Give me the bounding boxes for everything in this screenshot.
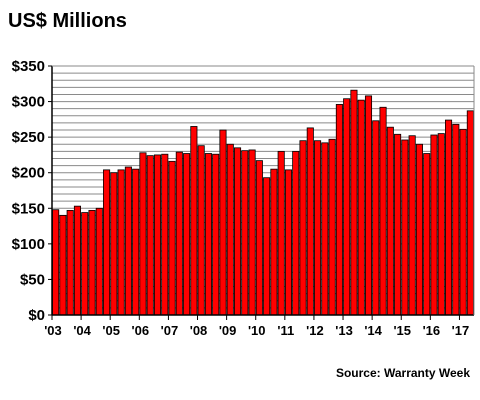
y-tick-label: $50 <box>20 271 45 288</box>
x-tick-label: '08 <box>190 323 208 338</box>
x-tick-label: '14 <box>364 323 382 338</box>
bar <box>357 99 365 316</box>
bar <box>423 153 431 316</box>
bar <box>212 153 220 316</box>
bar <box>248 149 256 316</box>
bar <box>386 126 394 316</box>
bar <box>153 154 162 316</box>
bar <box>430 134 438 316</box>
bar <box>103 169 111 316</box>
bar <box>335 104 343 316</box>
bar <box>124 166 132 316</box>
x-tick-label: '16 <box>423 323 441 338</box>
x-tick-label: '09 <box>219 323 237 338</box>
y-tick-labels: $0 $50 $100 $150 $200 $250 $300 $350 <box>12 58 45 324</box>
bar <box>66 210 74 316</box>
bar <box>270 168 278 316</box>
bar <box>117 169 125 316</box>
bar <box>379 106 387 316</box>
bar <box>394 133 402 316</box>
source-note: Source: Warranty Week <box>335 366 470 380</box>
bar <box>233 147 242 316</box>
x-tick-label: '10 <box>248 323 266 338</box>
bar <box>183 153 191 316</box>
bar <box>372 120 380 316</box>
y-tick-label: $150 <box>12 200 45 217</box>
bar <box>190 126 198 316</box>
y-tick-label: $0 <box>28 307 45 324</box>
bar <box>343 98 351 316</box>
bar <box>139 152 147 316</box>
bar <box>110 172 118 316</box>
bar <box>226 143 234 316</box>
x-tick-label: '04 <box>73 323 91 338</box>
bar <box>161 153 169 316</box>
bar <box>292 150 300 316</box>
bar <box>175 151 183 316</box>
bar <box>219 129 227 316</box>
bar <box>204 153 212 316</box>
bar <box>437 133 445 316</box>
x-tick-label: '13 <box>335 323 353 338</box>
x-tick-label: '06 <box>132 323 150 338</box>
x-tick-label: '12 <box>306 323 324 338</box>
bar <box>263 177 271 316</box>
x-tick-label: '03 <box>44 323 62 338</box>
bar <box>88 210 96 316</box>
bar <box>408 135 416 316</box>
bar <box>466 110 474 316</box>
axes <box>48 65 475 320</box>
bar <box>452 123 460 316</box>
bar <box>401 139 409 316</box>
chart-title: US$ Millions <box>8 10 127 32</box>
x-tick-label: '15 <box>393 323 411 338</box>
bar <box>415 143 423 316</box>
bar <box>59 214 67 316</box>
y-tick-label: $250 <box>12 129 45 146</box>
x-tick-label: '17 <box>452 323 470 338</box>
y-tick-label: $100 <box>12 236 45 253</box>
bar <box>52 209 60 316</box>
bar <box>328 138 336 316</box>
bar <box>73 205 82 316</box>
bar <box>306 127 314 316</box>
y-tick-label: $350 <box>12 58 45 75</box>
bar <box>197 145 205 316</box>
bar <box>81 212 89 316</box>
x-tick-labels: '03 '04 '05 '06 '07 '08 '09 '10 '11 '12 '13 '14 '15 '… <box>44 323 469 338</box>
y-tick-label: $300 <box>12 94 45 111</box>
bar <box>350 89 358 316</box>
bar <box>299 140 307 316</box>
x-tick-label: '11 <box>277 323 294 338</box>
bar <box>364 95 373 316</box>
bar <box>132 168 140 316</box>
bar <box>459 128 467 316</box>
bar <box>241 150 249 316</box>
x-tick-label: '07 <box>161 323 179 338</box>
bar <box>277 150 285 316</box>
bar-group <box>52 89 474 316</box>
bar <box>284 169 293 316</box>
x-tick-label: '05 <box>102 323 120 338</box>
y-tick-label: $200 <box>12 165 45 182</box>
bar <box>314 140 322 316</box>
bar <box>444 119 453 316</box>
bar <box>95 207 103 316</box>
bar <box>255 160 263 316</box>
bar <box>146 155 154 316</box>
bar <box>321 142 329 316</box>
bar <box>168 160 176 316</box>
